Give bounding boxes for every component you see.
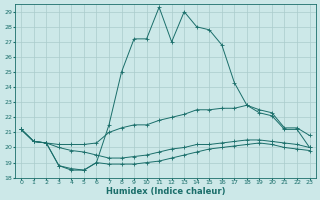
X-axis label: Humidex (Indice chaleur): Humidex (Indice chaleur) <box>106 187 225 196</box>
